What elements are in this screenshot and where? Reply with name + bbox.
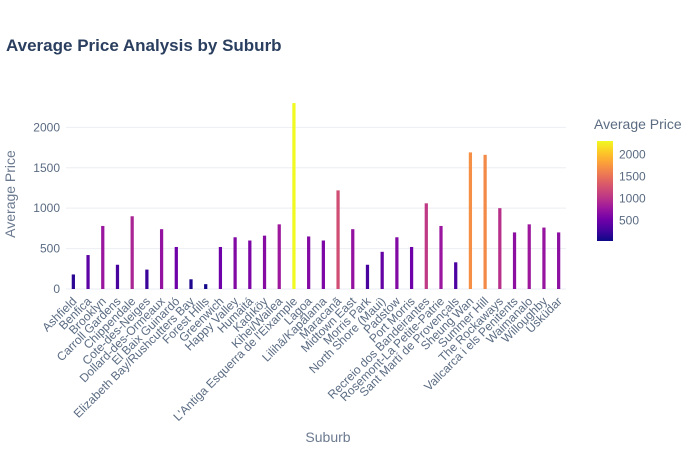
bar-kad-k-y bbox=[262, 235, 267, 289]
colorbar-tick-label: 2000 bbox=[619, 147, 646, 161]
colorbar-tick-label: 1000 bbox=[619, 192, 646, 206]
bar-ashfield bbox=[71, 274, 75, 289]
bar-willoughby bbox=[542, 227, 546, 289]
bar-benfica bbox=[86, 255, 90, 289]
bar-waimanalo bbox=[527, 224, 531, 289]
colorbar-tick-label: 500 bbox=[619, 214, 639, 228]
bars bbox=[71, 103, 561, 289]
bar-the-rockaways bbox=[498, 208, 502, 289]
bar-carroll-gardens bbox=[115, 264, 120, 289]
bar-morris-park bbox=[365, 264, 370, 289]
y-tick-label: 500 bbox=[40, 242, 60, 256]
bar-vallcarca-i-els-penitents bbox=[512, 232, 517, 289]
y-axis-title: Average Price bbox=[2, 150, 18, 238]
bar-summer-hill bbox=[483, 154, 487, 289]
bar-humait- bbox=[248, 240, 252, 289]
bar-greenwich bbox=[218, 246, 223, 289]
x-axis-title: Suburb bbox=[305, 429, 350, 445]
bar-kihei-wailea bbox=[277, 224, 281, 289]
bar-port-morris bbox=[409, 246, 414, 289]
gridlines bbox=[66, 126, 566, 290]
bar-brooklyn bbox=[101, 225, 105, 289]
y-axis-ticks: 0 500 1000 1500 2000 bbox=[33, 120, 60, 296]
colorbar-tick-label: 1500 bbox=[619, 169, 646, 183]
y-tick-label: 2000 bbox=[33, 120, 60, 134]
bar-el-baix-guinard- bbox=[174, 246, 178, 289]
bar-sheung-wan bbox=[468, 152, 473, 289]
bar-lilih-kap-lama bbox=[321, 240, 325, 289]
bar-recreio-dos-bandeirantes bbox=[424, 203, 428, 289]
bar-cote-des-neiges bbox=[145, 269, 149, 289]
bar-happy-valley bbox=[233, 237, 237, 289]
bar-midtown-east bbox=[351, 229, 355, 289]
bar-rosemont-la-petite-patrie bbox=[439, 225, 443, 289]
bar-dollard-des-ormeaux bbox=[159, 229, 164, 289]
y-tick-label: 0 bbox=[53, 282, 60, 296]
colorbar bbox=[597, 141, 613, 241]
bar-l-antiga-esquerra-de-l-eixample bbox=[292, 103, 296, 289]
y-tick-label: 1000 bbox=[33, 201, 60, 215]
colorbar-ticks: 500 1000 1500 2000 bbox=[619, 147, 646, 227]
bar-elizabeth-bay-rushcutters-bay bbox=[189, 279, 193, 289]
bar-north-shore-maui- bbox=[380, 251, 384, 289]
chart-title: Average Price Analysis by Suburb bbox=[6, 36, 282, 55]
bar-chippendale bbox=[130, 216, 134, 289]
bar-maracan- bbox=[336, 190, 340, 289]
bar--sk-dar bbox=[557, 232, 561, 289]
bar-lagoa bbox=[307, 236, 311, 289]
colorbar-title: Average Price bbox=[594, 116, 682, 132]
bar-sant-mart-de-proven-als bbox=[454, 262, 458, 289]
bar-padstow bbox=[395, 237, 399, 289]
bar-forest-hills bbox=[204, 284, 208, 289]
y-tick-label: 1500 bbox=[33, 161, 60, 175]
